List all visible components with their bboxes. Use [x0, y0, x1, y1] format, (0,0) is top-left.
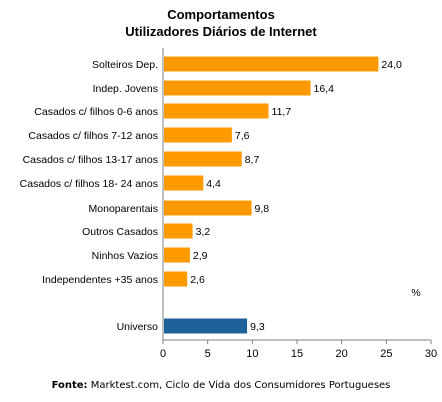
- x-tick-label: 20: [336, 348, 348, 360]
- bar: [164, 127, 232, 143]
- value-label: 7,6: [235, 130, 250, 142]
- x-tick-label: 30: [425, 348, 437, 360]
- bar: [164, 80, 311, 96]
- value-label: 16,4: [314, 83, 335, 95]
- x-tick-label: 5: [205, 348, 211, 360]
- category-label: Outros Casados: [82, 226, 158, 238]
- category-label: Monoparentais: [89, 203, 158, 215]
- chart-subtitle: Utilizadores Diários de Internet: [125, 24, 317, 39]
- bar: [164, 56, 379, 72]
- bar: [164, 318, 248, 334]
- value-label: 2,6: [190, 274, 205, 286]
- category-label: Ninhos Vazios: [92, 250, 158, 262]
- category-label: Indep. Jovens: [93, 83, 158, 95]
- bar: [164, 200, 252, 216]
- bar: [164, 103, 269, 119]
- category-label: Casados c/ filhos 18- 24 anos: [20, 178, 158, 190]
- category-label: Casados c/ filhos 0-6 anos: [34, 106, 158, 118]
- bar: [164, 271, 188, 287]
- value-label: 4,4: [206, 178, 221, 190]
- value-label: 11,7: [272, 106, 292, 118]
- bar: [164, 151, 242, 167]
- x-tick-label: 15: [291, 348, 303, 360]
- bar: [164, 247, 190, 263]
- source-text: Marktest.com, Ciclo de Vida dos Consumid…: [87, 380, 391, 391]
- category-label: Independentes +35 anos: [42, 274, 158, 286]
- source-label: Fonte:: [51, 380, 88, 391]
- value-label: 2,9: [193, 250, 208, 262]
- x-tick-label: 25: [380, 348, 392, 360]
- value-label: 9,8: [255, 203, 270, 215]
- value-label: 9,3: [250, 321, 265, 333]
- bar: [164, 175, 204, 191]
- value-label: 8,7: [245, 154, 260, 166]
- source-note: Fonte: Marktest.com, Ciclo de Vida dos C…: [0, 380, 442, 391]
- chart-title: Comportamentos: [167, 7, 275, 22]
- value-label: 3,2: [196, 226, 211, 238]
- x-tick-label: 10: [246, 348, 258, 360]
- x-tick-label: 0: [160, 348, 166, 360]
- category-label: Solteiros Dep.: [92, 59, 158, 71]
- bar: [164, 223, 193, 239]
- unit-label: %: [411, 287, 420, 299]
- category-label: Casados c/ filhos 7-12 anos: [28, 130, 158, 142]
- value-label: 24,0: [381, 59, 402, 71]
- category-label: Casados c/ filhos 13-17 anos: [23, 154, 158, 166]
- category-label: Universo: [117, 321, 159, 333]
